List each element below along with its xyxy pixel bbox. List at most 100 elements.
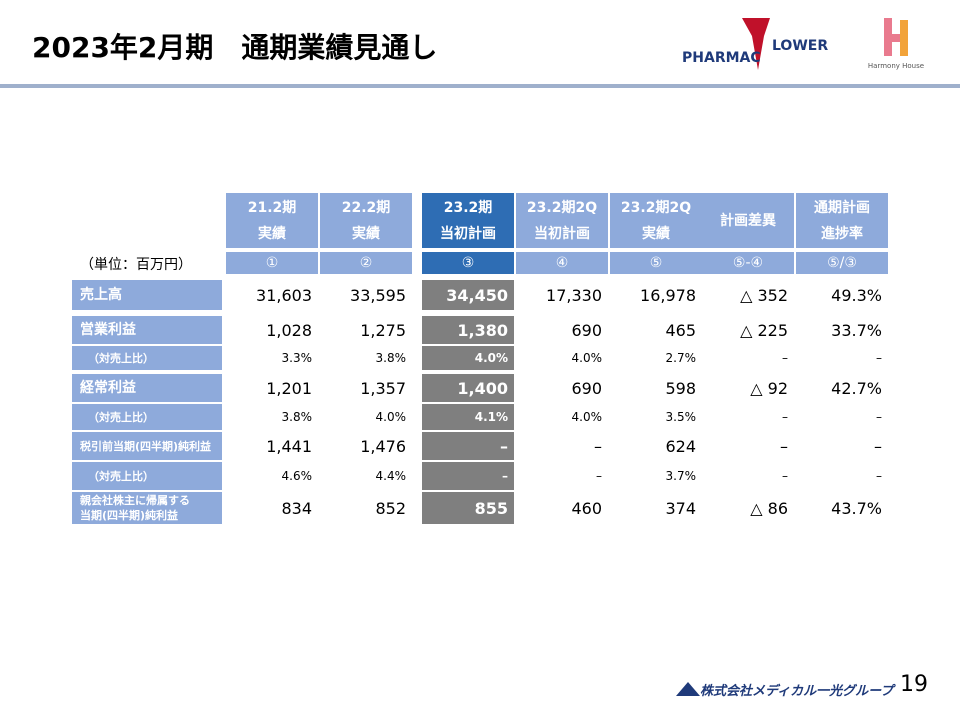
cell: 31,603 [256, 285, 312, 305]
cell: 598 [665, 378, 696, 398]
cell: – [876, 351, 882, 365]
cell: 1,028 [266, 320, 312, 340]
footer-company: 株式会社メディカル一光グループ [700, 684, 894, 699]
cell: 4.1% [422, 404, 514, 430]
cell: 690 [571, 378, 602, 398]
cell: 1,275 [360, 320, 406, 340]
cell: 34,450 [422, 280, 514, 310]
cell: 3.7% [665, 469, 697, 483]
cell: 690 [571, 320, 602, 340]
cell: △ 92 [750, 378, 788, 398]
cell: 3.8% [375, 351, 407, 365]
cell: 624 [665, 436, 696, 456]
cell: – [876, 469, 882, 483]
cell: 1,441 [266, 436, 312, 456]
logo-pharmaflower: PHARMAC LOWER [682, 18, 828, 70]
cell: – [874, 436, 882, 456]
column-index: ③ [422, 252, 514, 274]
row-label-text: 営業利益 [80, 321, 136, 338]
cell: 852 [375, 498, 406, 518]
column-index: ② [320, 252, 412, 274]
row-label: （対売上比） [72, 346, 222, 370]
logo-text: LOWER [772, 38, 828, 54]
column-header: 23.2期2Q 当初計画 [516, 193, 608, 248]
column-index: ⑤-④ [702, 252, 794, 274]
cell: 33,595 [350, 285, 406, 305]
cell: 49.3% [831, 285, 882, 305]
column-header-text: 当初計画 [440, 225, 496, 242]
row-label-text: （対売上比） [88, 469, 154, 483]
column-header: 23.2期2Q 実績 [610, 193, 702, 248]
column-header-text: 実績 [258, 225, 286, 242]
logo-harmony: Harmony House [868, 18, 924, 70]
row-label: 親会社株主に帰属する 当期(四半期)純利益 [72, 492, 222, 524]
column-header-text: 通期計画 [814, 199, 870, 216]
column-header-text: 実績 [642, 225, 670, 242]
cell: 1,201 [266, 378, 312, 398]
cell: 3.3% [281, 351, 313, 365]
cell: △ 352 [740, 285, 788, 305]
logo-text: Harmony House [868, 62, 924, 70]
cell: 42.7% [831, 378, 882, 398]
cell: – [596, 469, 602, 483]
column-header-text: 実績 [352, 225, 380, 242]
cell: 4.0% [375, 410, 407, 424]
row-label: 経常利益 [72, 374, 222, 402]
column-index: ⑤ [610, 252, 702, 274]
footer-logo-mark [676, 682, 700, 696]
column-header-text: 23.2期2Q [526, 199, 598, 216]
row-label: 営業利益 [72, 316, 222, 344]
column-header-text: 計画差異 [720, 212, 776, 229]
column-index: ① [226, 252, 318, 274]
row-label-text: （対売上比） [88, 351, 154, 365]
row-label-text: 経常利益 [80, 379, 136, 396]
column-index: ④ [516, 252, 608, 274]
cell: 2.7% [665, 351, 697, 365]
cell: 43.7% [831, 498, 882, 518]
column-index: ⑤/③ [796, 252, 888, 274]
column-header-text: 進捗率 [821, 225, 863, 242]
column-header-text: 当初計画 [534, 225, 590, 242]
row-label-text: 親会社株主に帰属する [80, 494, 190, 507]
cell: 834 [281, 498, 312, 518]
cell: 16,978 [640, 285, 696, 305]
header-rule [0, 84, 960, 88]
row-label-text: 税引前当期(四半期)純利益 [80, 439, 212, 453]
row-label-text: 当期(四半期)純利益 [80, 509, 179, 522]
cell: 17,330 [546, 285, 602, 305]
cell: – [422, 462, 514, 490]
column-header-text: 23.2期2Q [620, 199, 692, 216]
cell: – [780, 436, 788, 456]
cell: 4.0% [571, 410, 603, 424]
cell: 1,357 [360, 378, 406, 398]
column-header: 計画差異 [702, 193, 794, 248]
column-header: 通期計画 進捗率 [796, 193, 888, 248]
cell: 374 [665, 498, 696, 518]
slide-title: 2023年2月期 通期業績見通し [32, 31, 438, 64]
row-label: （対売上比） [72, 462, 222, 490]
row-label-text: （対売上比） [88, 410, 154, 424]
row-label-text: 売上高 [80, 286, 122, 303]
cell: 460 [571, 498, 602, 518]
row-label: （対売上比） [72, 404, 222, 430]
column-header: 22.2期実績 [320, 193, 412, 248]
cell: – [782, 351, 788, 365]
cell: – [782, 410, 788, 424]
column-header-text: 22.2期 [341, 199, 391, 216]
cell: 4.0% [422, 346, 514, 370]
cell: – [594, 436, 602, 456]
row-label: 税引前当期(四半期)純利益 [72, 432, 222, 460]
unit-label: （単位：百万円） [80, 257, 192, 273]
cell: △ 86 [750, 498, 788, 518]
logo-text: PHARMAC [682, 50, 761, 66]
cell: – [422, 432, 514, 460]
column-header: 23.2期 当初計画 [422, 193, 514, 248]
cell: 33.7% [831, 320, 882, 340]
page-number: 19 [900, 672, 928, 697]
cell: △ 225 [740, 320, 788, 340]
cell: – [876, 410, 882, 424]
cell: 1,476 [360, 436, 406, 456]
column-header: 21.2期実績 [226, 193, 318, 248]
column-header-text: 21.2期 [247, 199, 297, 216]
